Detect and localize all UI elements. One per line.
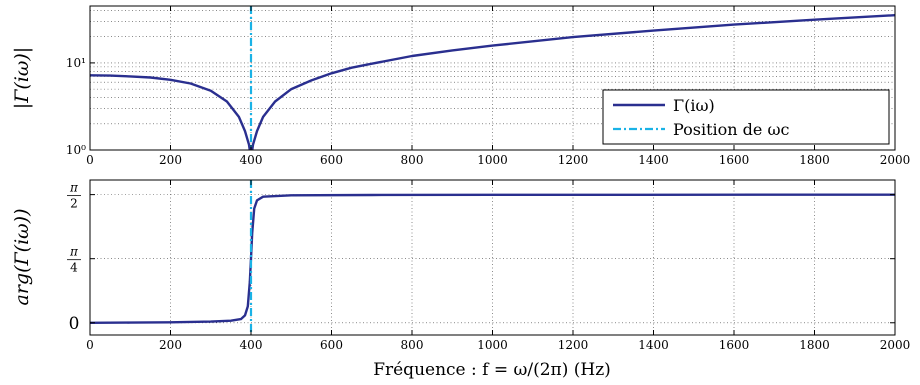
x-axis-label: Fréquence : f = ω/(2π) (Hz) xyxy=(373,360,611,380)
x-tick-label: 1400 xyxy=(638,338,669,352)
x-tick-label: 400 xyxy=(240,338,263,352)
magnitude-panel: 0 200 400 600 800 1000 1200 1400 1600 1800 2000 10⁰… xyxy=(66,5,911,167)
y-tick-label-denominator: 4 xyxy=(70,261,78,275)
grid xyxy=(90,6,895,150)
plot-area xyxy=(90,180,895,335)
x-tick-label: 200 xyxy=(159,338,182,352)
x-tick-label: 0 xyxy=(86,153,94,167)
x-tick-label: 400 xyxy=(240,153,263,167)
x-tick-label: 800 xyxy=(401,338,424,352)
x-tick-label: 800 xyxy=(401,153,424,167)
y-tick-label: 10¹ xyxy=(66,56,86,70)
x-tick-label: 1200 xyxy=(558,153,589,167)
series-line-gamma xyxy=(90,193,895,324)
x-tick-label: 2000 xyxy=(880,338,911,352)
legend: Γ(iω) Position de ωc xyxy=(602,89,890,145)
x-tick-label: 1800 xyxy=(799,153,830,167)
legend-label-gamma: Γ(iω) xyxy=(673,96,715,115)
x-tick-label: 1200 xyxy=(558,338,589,352)
phase-panel: 0 200 400 600 800 1000 1200 1400 1600 1800 2000 0 π 4… xyxy=(67,179,911,352)
x-tick-label: 1000 xyxy=(477,338,508,352)
series-line-gamma xyxy=(90,14,895,150)
legend-label-omega-c: Position de ωc xyxy=(673,120,789,139)
x-tick-label: 1600 xyxy=(719,153,750,167)
y-tick-label-denominator: 2 xyxy=(70,197,78,211)
x-tick-label: 1800 xyxy=(799,338,830,352)
x-tick-label: 0 xyxy=(86,338,94,352)
x-tick-label: 600 xyxy=(320,338,343,352)
x-tick-label: 1000 xyxy=(477,153,508,167)
y-tick-label: 10⁰ xyxy=(66,143,86,157)
plot-area xyxy=(90,6,895,150)
x-tick-label: 600 xyxy=(320,153,343,167)
y-tick-label: 0 xyxy=(69,314,80,334)
y-tick-label-numerator: π xyxy=(69,245,79,259)
x-tick-label: 2000 xyxy=(880,153,911,167)
x-tick-label: 1400 xyxy=(638,153,669,167)
x-tick-label: 200 xyxy=(159,153,182,167)
legend-box xyxy=(602,89,890,145)
phase-ylabel: arg(Γ(iω)) xyxy=(11,209,33,306)
x-tick-label: 1600 xyxy=(719,338,750,352)
grid xyxy=(90,180,895,335)
magnitude-ylabel: |Γ(iω)| xyxy=(11,47,33,109)
y-tick-label-numerator: π xyxy=(69,181,79,195)
